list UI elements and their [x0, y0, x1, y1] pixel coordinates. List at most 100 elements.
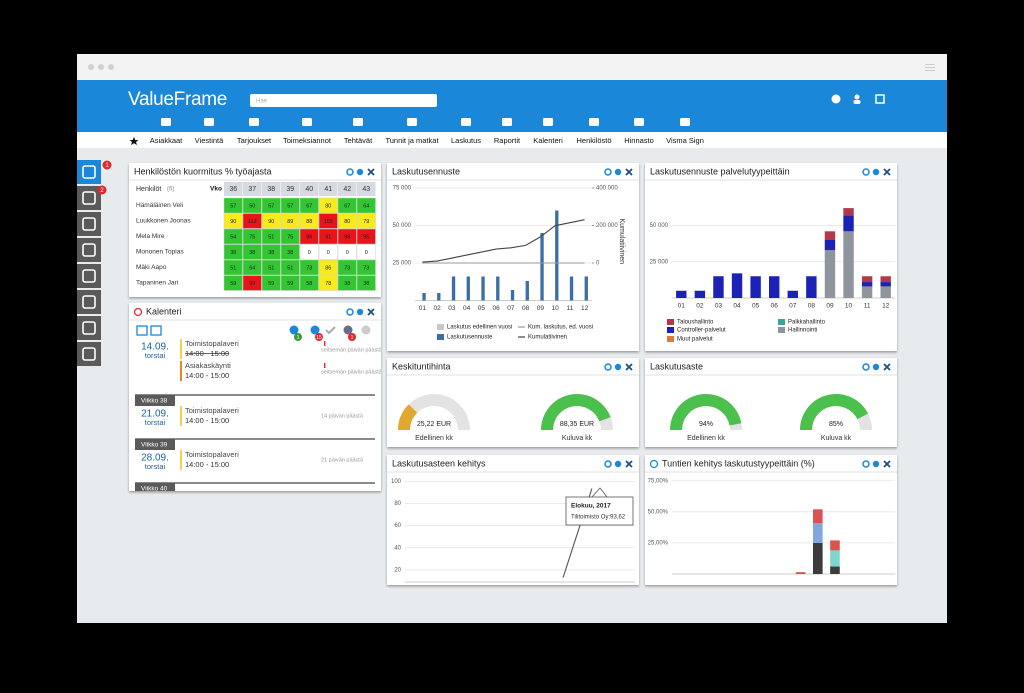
menu-icon[interactable]	[925, 64, 935, 71]
settings-button[interactable]	[872, 168, 880, 176]
settings-button[interactable]	[614, 460, 622, 468]
settings-button[interactable]	[614, 168, 622, 176]
approve-icon[interactable]	[325, 326, 336, 335]
search-box[interactable]	[250, 94, 437, 107]
info-icon[interactable]	[831, 94, 841, 104]
nav-icon[interactable]	[353, 118, 363, 126]
nav-icon[interactable]	[543, 118, 553, 126]
nav-icon[interactable]	[634, 118, 644, 126]
nav-item[interactable]: Henkilöstö	[576, 136, 611, 145]
toolbar-icon[interactable]	[343, 325, 353, 335]
settings-button[interactable]	[872, 363, 880, 371]
load-value: 86	[325, 265, 331, 271]
bar-segment	[769, 276, 780, 298]
calendar-view-icon[interactable]	[136, 325, 148, 336]
y-tick-label: 75,00%	[648, 478, 669, 484]
calendar-view-icon[interactable]	[150, 325, 162, 336]
nav-icon[interactable]	[502, 118, 512, 126]
sidebar-item[interactable]	[77, 186, 101, 210]
refresh-button[interactable]	[604, 363, 612, 371]
refresh-button[interactable]	[604, 460, 612, 468]
nav-item[interactable]: Tarjoukset	[237, 136, 272, 145]
sidebar-item[interactable]	[77, 160, 101, 184]
sidebar-item[interactable]	[77, 316, 101, 340]
close-button[interactable]	[625, 363, 633, 371]
refresh-button[interactable]	[346, 168, 354, 176]
load-value: 38	[363, 281, 369, 287]
settings-button[interactable]	[356, 168, 364, 176]
nav-item[interactable]: Laskutus	[451, 136, 481, 145]
sidebar-item[interactable]	[77, 290, 101, 314]
nav-item[interactable]: Raportit	[494, 136, 521, 145]
load-cell	[223, 213, 243, 229]
logout-icon[interactable]	[875, 94, 885, 104]
nav-icon[interactable]	[204, 118, 214, 126]
legend-label[interactable]: Kum. laskutus, ed. vuosi	[528, 325, 593, 331]
widget-icon	[133, 307, 143, 317]
legend-label[interactable]: Laskutusennuste	[447, 335, 493, 341]
legend-label[interactable]: Controller-palvelut	[677, 328, 726, 334]
sidebar-item[interactable]	[77, 238, 101, 262]
load-cell	[280, 213, 300, 229]
nav-item[interactable]: Viestintä	[195, 136, 224, 145]
widget-title: Henkilöstön kuormitus % työajasta	[134, 166, 272, 176]
legend-label[interactable]: Hallinnointi	[788, 328, 817, 334]
nav-item[interactable]: Visma Sign	[666, 136, 704, 145]
event-title: Toimistopalaveri	[185, 450, 239, 459]
settings-button[interactable]	[872, 460, 880, 468]
nav-item[interactable]: Tunnit ja matkat	[385, 136, 439, 145]
load-cell	[223, 275, 243, 291]
legend-label[interactable]: Laskutus edellinen vuosi	[447, 325, 512, 331]
cancel-icon[interactable]	[361, 325, 371, 335]
settings-button[interactable]	[614, 363, 622, 371]
nav-item[interactable]: Tehtävät	[344, 136, 373, 145]
load-value: 38	[249, 250, 255, 256]
close-button[interactable]	[883, 460, 891, 468]
close-button[interactable]	[625, 168, 633, 176]
nav-item[interactable]: Hinnasto	[624, 136, 654, 145]
nav-icon[interactable]	[680, 118, 690, 126]
nav-item[interactable]: Kalenteri	[533, 136, 563, 145]
nav-icon[interactable]	[249, 118, 259, 126]
sidebar-icon	[82, 243, 96, 257]
close-button[interactable]	[367, 168, 375, 176]
legend-label[interactable]: Taloushallinto	[677, 320, 714, 326]
nav-item[interactable]: Toimeksiannot	[283, 136, 332, 145]
load-cell	[318, 213, 338, 229]
refresh-button[interactable]	[862, 168, 870, 176]
legend-label[interactable]: Kumulatiivinen	[528, 335, 567, 341]
bar-segment	[806, 276, 817, 298]
favorites-star[interactable]	[129, 137, 139, 145]
user-icon[interactable]	[854, 94, 860, 100]
sidebar-item[interactable]	[77, 212, 101, 236]
close-button[interactable]	[883, 168, 891, 176]
nav-icon[interactable]	[407, 118, 417, 126]
settings-button[interactable]	[356, 308, 364, 316]
close-button[interactable]	[367, 308, 375, 316]
toolbar-icon[interactable]	[289, 325, 299, 335]
week-number: 42	[343, 186, 351, 193]
widget-title: Laskutusaste	[650, 361, 703, 371]
legend-label[interactable]: Muut palvelut	[677, 337, 713, 343]
day-date: 28.09.	[141, 453, 169, 464]
sidebar-item[interactable]	[77, 342, 101, 366]
sidebar-item[interactable]	[77, 264, 101, 288]
refresh-button[interactable]	[346, 308, 354, 316]
close-button[interactable]	[883, 363, 891, 371]
day-date: 21.09.	[141, 409, 169, 420]
nav-item[interactable]: Asiakkaat	[150, 136, 183, 145]
refresh-button[interactable]	[862, 460, 870, 468]
nav-icon[interactable]	[302, 118, 312, 126]
legend-label[interactable]: Palkkahallinto	[788, 320, 826, 326]
toolbar-icon[interactable]	[310, 325, 320, 335]
nav-icon[interactable]	[461, 118, 471, 126]
refresh-button[interactable]	[604, 168, 612, 176]
x-tick-label: 12	[581, 305, 589, 312]
logo[interactable]: ValueFrame	[128, 89, 227, 110]
bar-segment	[824, 250, 836, 298]
event-marker	[180, 361, 182, 381]
close-button[interactable]	[625, 460, 633, 468]
nav-icon[interactable]	[161, 118, 171, 126]
nav-icon[interactable]	[589, 118, 599, 126]
refresh-button[interactable]	[862, 363, 870, 371]
